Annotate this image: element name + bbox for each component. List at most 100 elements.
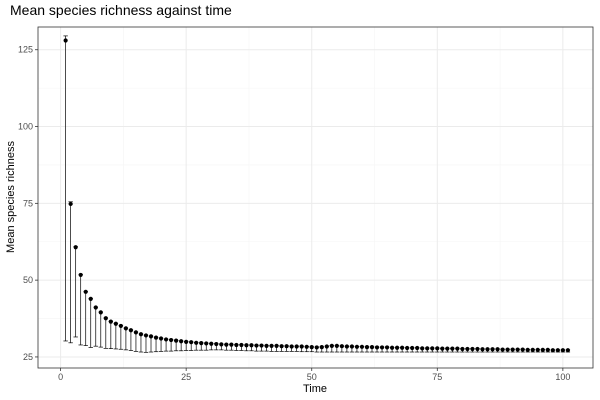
data-point [400,345,405,350]
data-point [244,343,249,348]
data-point [128,328,134,333]
data-point [269,343,274,348]
data-point [158,336,164,341]
data-point [274,343,279,348]
data-point [108,319,113,324]
x-tick-label: 100 [555,372,570,382]
x-tick-label: 0 [58,372,63,382]
data-point [103,316,108,321]
data-point [410,345,415,351]
data-point [294,344,299,349]
data-point [470,346,475,352]
x-axis-title: Time [303,383,327,395]
data-point [113,321,118,326]
data-point [148,334,154,339]
data-point [540,347,545,352]
data-point [143,333,149,338]
data-point [163,337,169,342]
data-point [224,342,229,347]
data-point [214,341,219,347]
data-point [138,332,144,337]
data-point [179,339,184,344]
y-tick-label: 125 [18,45,33,55]
data-point [249,343,254,348]
data-point [174,338,179,343]
data-point [430,346,435,351]
data-point [379,345,385,350]
data-point [545,347,550,352]
data-point [465,346,470,352]
data-point [369,345,375,350]
data-point [209,341,214,346]
data-point [314,345,319,350]
data-point [354,344,360,349]
data-point [435,346,440,351]
data-point [324,344,329,349]
data-point [485,347,490,352]
x-tick-label: 50 [307,372,317,382]
y-tick-label: 100 [18,122,33,132]
data-point [234,342,239,348]
data-point [133,330,139,335]
data-point [254,343,259,348]
data-point [153,335,159,340]
data-point [63,38,68,43]
y-axis-title: Mean species richness [5,141,17,253]
data-point [389,345,395,350]
data-point [395,345,400,350]
data-point [415,345,420,351]
data-point [535,347,540,352]
x-axis: 0 25 50 75 100 [58,368,570,382]
data-point [500,347,505,352]
data-point [259,343,264,348]
data-point [339,344,344,349]
data-point [239,342,244,348]
data-point [78,272,83,278]
data-point [480,347,485,352]
data-point [420,346,425,351]
data-point [319,345,324,350]
data-point [344,344,349,349]
data-point [515,347,520,352]
data-point [359,344,365,349]
x-tick-label: 25 [181,372,191,382]
data-point [83,289,88,294]
data-point [88,296,93,301]
y-axis: 25 50 75 100 125 [18,45,38,362]
data-point [184,339,189,344]
data-point [455,346,460,351]
data-point [304,344,309,349]
data-point [289,344,294,349]
data-point [334,343,339,348]
data-point [194,340,199,345]
data-point [490,347,495,352]
data-point [349,344,355,349]
data-point [510,347,515,352]
data-point [405,345,410,351]
data-point [229,342,234,347]
data-point [560,348,565,353]
x-tick-label: 75 [432,372,442,382]
data-point [374,345,380,350]
data-point [284,344,289,349]
data-point [68,201,73,207]
data-point [93,305,98,310]
data-point [168,337,174,343]
y-tick-label: 25 [23,352,33,362]
data-point [98,310,103,315]
data-point [329,343,334,348]
data-point [440,346,445,351]
data-point [445,346,450,351]
data-point [279,344,284,349]
data-point [505,347,510,352]
data-point [384,345,390,350]
data-point [495,347,500,352]
data-point [219,342,224,347]
data-point [450,346,455,351]
y-tick-label: 50 [23,275,33,285]
data-point [475,346,480,352]
data-point [118,323,123,329]
data-point [189,340,194,345]
